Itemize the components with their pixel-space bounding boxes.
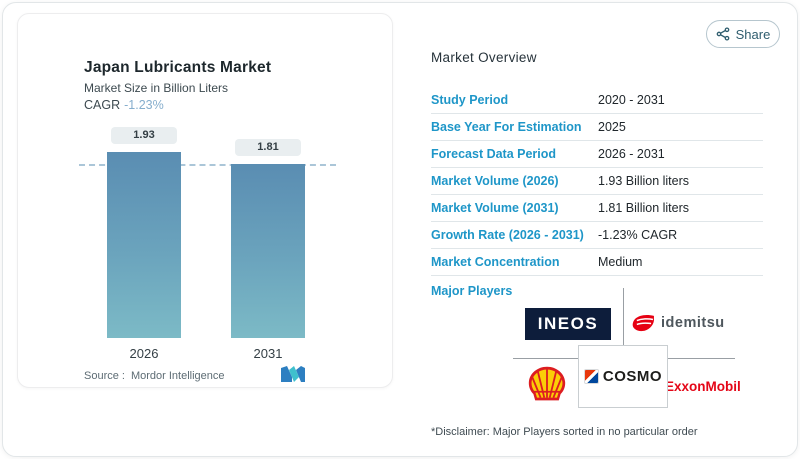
table-row: Growth Rate (2026 - 2031) -1.23% CAGR — [431, 222, 763, 249]
cagr-label: CAGR — [84, 98, 121, 112]
overview-title: Market Overview — [431, 50, 537, 65]
x-axis-label: 2031 — [253, 346, 283, 361]
idemitsu-logo: idemitsu — [631, 313, 725, 332]
overview-table: Study Period 2020 - 2031 Base Year For E… — [431, 87, 763, 306]
row-label: Base Year For Estimation — [431, 120, 582, 134]
row-label: Growth Rate (2026 - 2031) — [431, 228, 584, 242]
row-value: Medium — [598, 255, 643, 269]
major-players-label: Major Players — [431, 284, 513, 298]
ineos-logo-text: INEOS — [537, 314, 599, 333]
logo-grid-horizontal-divider-left — [513, 358, 578, 359]
exxonmobil-logo-text: ExxonMobil — [665, 379, 741, 394]
reference-dashed-line — [79, 164, 336, 166]
cosmo-logo: COSMO — [578, 345, 668, 408]
bar-value-label: 1.93 — [111, 127, 177, 144]
share-icon — [716, 27, 729, 41]
cosmo-logo-text: COSMO — [602, 368, 663, 385]
chart-card: Japan Lubricants Market Market Size in B… — [17, 13, 393, 388]
row-value: 2026 - 2031 — [598, 147, 665, 161]
logo-grid-horizontal-divider-right — [668, 358, 735, 359]
logo-grid-vertical-divider — [623, 288, 624, 345]
row-value: 2025 — [598, 120, 626, 134]
table-row: Market Volume (2026) 1.93 Billion liters — [431, 168, 763, 195]
cagr-value: -1.23% — [124, 98, 164, 112]
source-row: Source : Mordor Intelligence — [84, 370, 225, 382]
chart-cagr-line: CAGR -1.23% — [84, 98, 164, 112]
idemitsu-mark-icon — [632, 314, 654, 332]
source-label: Source : — [84, 370, 125, 382]
table-row: Market Volume (2031) 1.81 Billion liters — [431, 195, 763, 222]
bar-chart: 1.93 2026 1.81 2031 — [18, 14, 394, 389]
chart-title: Japan Lubricants Market — [84, 59, 272, 76]
x-axis-label: 2026 — [129, 346, 159, 361]
idemitsu-logo-text: idemitsu — [661, 314, 725, 331]
exxonmobil-logo: ExxonMobil — [665, 379, 741, 394]
row-label: Market Volume (2026) — [431, 174, 559, 188]
source-value: Mordor Intelligence — [130, 370, 225, 382]
mordor-intelligence-logo-icon — [281, 366, 305, 382]
table-row: Study Period 2020 - 2031 — [431, 87, 763, 114]
row-label: Market Volume (2031) — [431, 201, 559, 215]
chart-subtitle: Market Size in Billion Liters — [84, 81, 229, 95]
bar-value-label: 1.81 — [235, 139, 301, 156]
ineos-logo: INEOS — [525, 308, 611, 340]
row-value: -1.23% CAGR — [598, 228, 678, 242]
table-row: Market Concentration Medium — [431, 249, 763, 276]
table-row: Base Year For Estimation 2025 — [431, 114, 763, 141]
row-value: 1.81 Billion liters — [598, 201, 690, 215]
table-row: Forecast Data Period 2026 - 2031 — [431, 141, 763, 168]
cosmo-mark-icon — [583, 369, 599, 384]
row-label: Market Concentration — [431, 255, 560, 269]
bar-2026 — [107, 152, 181, 338]
share-button[interactable]: Share — [706, 20, 780, 48]
row-value: 1.93 Billion liters — [598, 174, 690, 188]
row-value: 2020 - 2031 — [598, 93, 665, 107]
row-label: Forecast Data Period — [431, 147, 557, 161]
share-button-label: Share — [735, 26, 771, 42]
row-label: Study Period — [431, 93, 509, 107]
table-row-major-players: Major Players — [431, 276, 763, 306]
shell-logo-icon — [528, 366, 566, 401]
bar-2031 — [231, 164, 305, 338]
disclaimer-text: *Disclaimer: Major Players sorted in no … — [431, 426, 698, 438]
